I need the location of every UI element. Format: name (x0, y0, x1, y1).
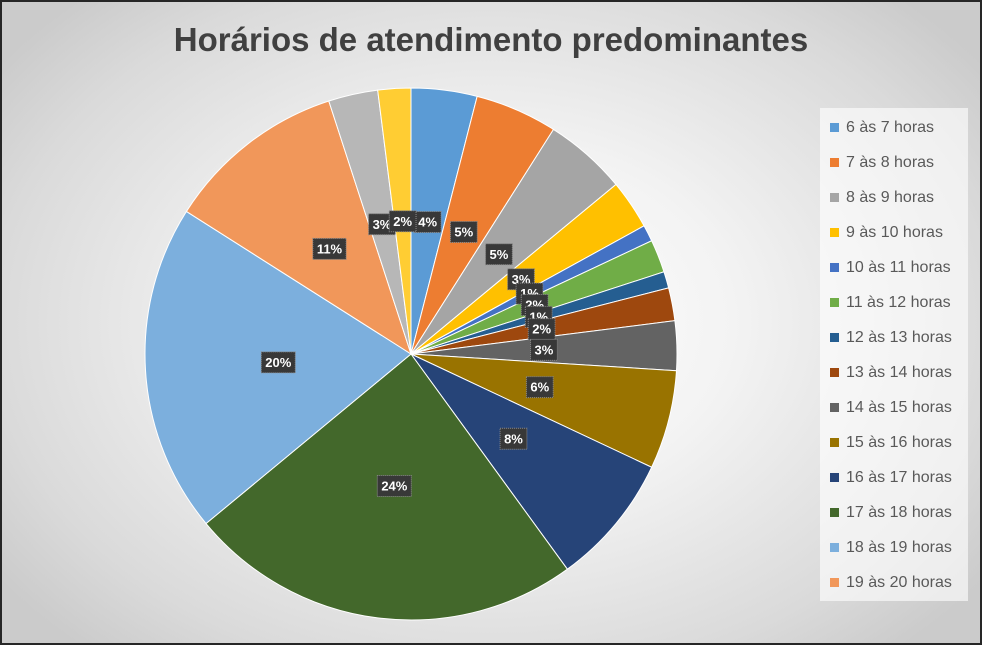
legend-item: 19 às 20 horas (820, 565, 968, 600)
legend-label: 12 às 13 horas (846, 328, 952, 346)
legend-item: 8 às 9 horas (820, 180, 968, 215)
legend-label: 15 às 16 horas (846, 433, 952, 451)
data-label-box (388, 210, 417, 233)
data-label: 2% (388, 210, 417, 233)
legend-item: 12 às 13 horas (820, 320, 968, 355)
data-label-text: 20% (265, 355, 291, 370)
legend-marker (830, 158, 839, 167)
pie-slices (144, 87, 678, 621)
legend-label: 8 às 9 horas (846, 188, 935, 206)
data-label: 6% (525, 376, 554, 399)
legend-item: 7 às 8 horas (820, 145, 968, 180)
data-label: 11% (312, 237, 347, 260)
legend-marker (830, 473, 839, 482)
legend-label: 11 às 12 horas (846, 293, 951, 311)
pie-slice (185, 100, 412, 356)
data-label-box (449, 220, 478, 243)
data-label: 3% (530, 338, 558, 361)
legend-item: 11 às 12 horas (820, 285, 968, 320)
legend-marker (830, 123, 839, 132)
data-label-box (525, 376, 554, 399)
legend-item: 6 às 7 horas (820, 110, 968, 145)
legend-label: 16 às 17 horas (846, 468, 952, 486)
data-label-box (485, 243, 513, 266)
data-label: 8% (499, 427, 528, 450)
data-label-text: 24% (381, 479, 407, 494)
legend-marker (830, 403, 839, 412)
legend-marker (830, 298, 839, 307)
data-label-box (376, 474, 412, 497)
legend-item: 16 às 17 horas (820, 460, 968, 495)
data-label-text: 4% (418, 215, 437, 230)
legend-item: 14 às 15 horas (820, 390, 968, 425)
legend-marker (830, 228, 839, 237)
data-label: 5% (449, 220, 478, 243)
data-label-text: 6% (530, 380, 549, 395)
legend-label: 10 às 11 horas (846, 258, 951, 276)
legend-marker (830, 263, 839, 272)
legend-label: 17 às 18 horas (846, 503, 952, 521)
data-label: 2% (527, 318, 556, 341)
legend-marker (830, 438, 839, 447)
legend-item: 18 às 19 horas (820, 530, 968, 565)
data-label-box (499, 427, 528, 450)
data-label: 20% (260, 351, 296, 374)
legend-item: 9 às 10 horas (820, 215, 968, 250)
data-label: 3% (368, 213, 396, 236)
legend-marker (830, 508, 839, 517)
data-label-text: 5% (490, 247, 509, 262)
data-label-box (312, 237, 347, 260)
legend-item: 10 às 11 horas (820, 250, 968, 285)
legend-label: 14 às 15 horas (846, 398, 952, 416)
pie-slice (410, 353, 653, 570)
data-label-box (368, 213, 396, 236)
legend-marker (830, 333, 839, 342)
legend-marker (830, 578, 839, 587)
data-label-box (260, 351, 296, 374)
data-labels: 4%5%5%3%1%2%1%2%3%6%8%24%20%11%3% 2% (260, 210, 558, 497)
data-label: 5% (485, 243, 513, 266)
legend-label: 6 às 7 horas (846, 118, 935, 136)
data-label: 24% (376, 474, 412, 497)
legend: 6 às 7 horas 7 às 8 horas 8 às 9 horas 9 às… (820, 108, 968, 601)
data-label-text: 2% (393, 214, 412, 229)
legend-label: 7 às 8 horas (846, 153, 935, 171)
data-label-text: 2% (532, 322, 551, 337)
legend-label: 19 às 20 horas (846, 573, 952, 591)
data-label-box (413, 211, 442, 234)
legend-marker (830, 543, 839, 552)
legend-item: 17 às 18 horas (820, 495, 968, 530)
chart-title: Horários de atendimento predominantes (173, 21, 809, 58)
data-label-box (527, 318, 556, 341)
data-label-box (530, 338, 558, 361)
data-label: 4% (413, 211, 442, 234)
legend-marker (830, 193, 839, 202)
legend-marker (830, 368, 839, 377)
data-label-text: 3% (535, 342, 554, 357)
legend-item: 15 às 16 horas (820, 425, 968, 460)
legend-label: 13 às 14 horas (846, 363, 952, 381)
data-label-text: 5% (454, 225, 473, 240)
legend-label: 9 às 10 horas (846, 223, 943, 241)
legend-item: 13 às 14 horas (820, 355, 968, 390)
data-label-text: 3% (373, 217, 392, 232)
legend-label: 18 às 19 horas (846, 538, 952, 556)
data-label-text: 11% (317, 242, 343, 257)
data-label-text: 8% (504, 431, 523, 446)
